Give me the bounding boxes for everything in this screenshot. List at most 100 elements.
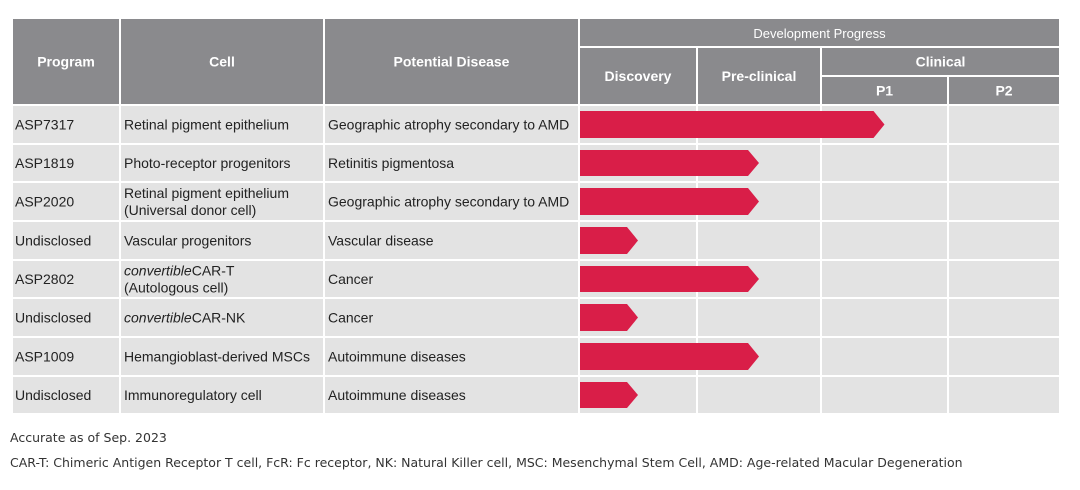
table-cell	[13, 183, 119, 220]
table-cell	[13, 261, 119, 297]
header-development-progress: Development Progress	[753, 26, 886, 41]
cell-type: (Autologous cell)	[124, 280, 228, 296]
program-name: Undisclosed	[15, 387, 91, 403]
date-note: Accurate as of Sep. 2023	[10, 430, 167, 445]
potential-disease: Geographic atrophy secondary to AMD	[328, 194, 569, 210]
progress-arrow	[580, 343, 759, 370]
table-cell	[822, 377, 947, 413]
table-cell	[121, 183, 323, 220]
table-cell	[121, 145, 323, 181]
potential-disease: Cancer	[328, 271, 373, 287]
table-cell	[822, 183, 947, 220]
table-cell	[949, 106, 1059, 143]
program-name: Undisclosed	[15, 233, 91, 249]
table-cell	[13, 106, 119, 143]
table-cell	[949, 145, 1059, 181]
header-preclinical-cell	[698, 48, 820, 104]
table-cell	[949, 183, 1059, 220]
program-name: ASP2020	[15, 194, 74, 210]
program-name: ASP1009	[15, 349, 74, 365]
program-name: ASP7317	[15, 117, 74, 133]
header-clinical-cell	[822, 48, 1059, 75]
table-cell	[13, 145, 119, 181]
table-cell	[13, 299, 119, 336]
header-program-cell	[13, 19, 119, 104]
table-cell	[13, 222, 119, 259]
table-cell	[121, 338, 323, 375]
potential-disease: Cancer	[328, 310, 373, 326]
cell-type: Hemangioblast-derived MSCs	[124, 349, 310, 365]
table-cell	[121, 261, 323, 297]
table-cell	[121, 222, 323, 259]
cell-type-rest: CAR-NK	[192, 310, 246, 326]
progress-arrow	[580, 150, 759, 176]
table-cell	[822, 145, 947, 181]
cell-type: (Universal donor cell)	[124, 202, 256, 218]
table-cell	[325, 261, 578, 297]
header-p2-cell	[949, 77, 1059, 104]
abbreviations-note: CAR-T: Chimeric Antigen Receptor T cell,…	[10, 455, 963, 470]
cell-type: Retinal pigment epithelium	[124, 117, 289, 133]
header-p1-cell	[822, 77, 947, 104]
table-cell	[325, 183, 578, 220]
program-name: ASP1819	[15, 155, 74, 171]
cell-type: Immunoregulatory cell	[124, 387, 262, 403]
header-cell: Cell	[209, 54, 235, 70]
cell-type-italic: convertible	[124, 310, 192, 326]
progress-arrow	[580, 304, 638, 331]
table-cell	[698, 222, 820, 259]
potential-disease: Retinitis pigmentosa	[328, 155, 454, 171]
progress-arrow	[580, 382, 638, 408]
header-progress-cell	[580, 19, 1059, 46]
table-cell	[13, 377, 119, 413]
header-clinical: Clinical	[916, 54, 966, 70]
table-cell	[949, 222, 1059, 259]
table-cell	[325, 377, 578, 413]
progress-arrow	[580, 111, 885, 138]
potential-disease: Autoimmune diseases	[328, 387, 466, 403]
table-cell	[822, 338, 947, 375]
table-cell	[121, 106, 323, 143]
table-cell	[325, 299, 578, 336]
program-name: ASP2802	[15, 271, 74, 287]
table-cell	[325, 338, 578, 375]
table-cell	[949, 338, 1059, 375]
table-cell	[325, 145, 578, 181]
table-cell	[325, 106, 578, 143]
progress-arrow	[580, 266, 759, 292]
table-cell	[822, 299, 947, 336]
cell-type: Retinal pigment epithelium	[124, 185, 289, 201]
table-cell	[949, 377, 1059, 413]
header-preclinical: Pre-clinical	[722, 68, 797, 84]
header-p2: P2	[995, 83, 1012, 99]
table-cell	[822, 261, 947, 297]
table-cell	[949, 299, 1059, 336]
table-cell	[13, 338, 119, 375]
cell-type: convertibleCAR-NK	[124, 310, 246, 326]
table-cell	[121, 377, 323, 413]
header-discovery-cell	[580, 48, 696, 104]
cell-type-rest: CAR-T	[192, 263, 235, 279]
cell-type: convertibleCAR-T	[124, 263, 235, 279]
cell-type: Photo-receptor progenitors	[124, 155, 291, 171]
header-disease: Potential Disease	[394, 54, 510, 70]
table-cell	[698, 299, 820, 336]
header-disease-cell	[325, 19, 578, 104]
progress-arrow	[580, 227, 638, 254]
header-p1: P1	[876, 83, 893, 99]
table-cell	[698, 377, 820, 413]
program-name: Undisclosed	[15, 310, 91, 326]
header-discovery: Discovery	[605, 68, 672, 84]
cell-type: Vascular progenitors	[124, 233, 251, 249]
pipeline-table: Program Cell Potential Disease Development …	[13, 19, 1059, 413]
header-cell-cell	[121, 19, 323, 104]
table-cell	[325, 222, 578, 259]
header-program: Program	[37, 54, 95, 70]
table-cell	[822, 222, 947, 259]
potential-disease: Vascular disease	[328, 233, 434, 249]
potential-disease: Autoimmune diseases	[328, 349, 466, 365]
cell-type-italic: convertible	[124, 263, 192, 279]
table-cell	[121, 299, 323, 336]
table-cell	[949, 261, 1059, 297]
potential-disease: Geographic atrophy secondary to AMD	[328, 117, 569, 133]
